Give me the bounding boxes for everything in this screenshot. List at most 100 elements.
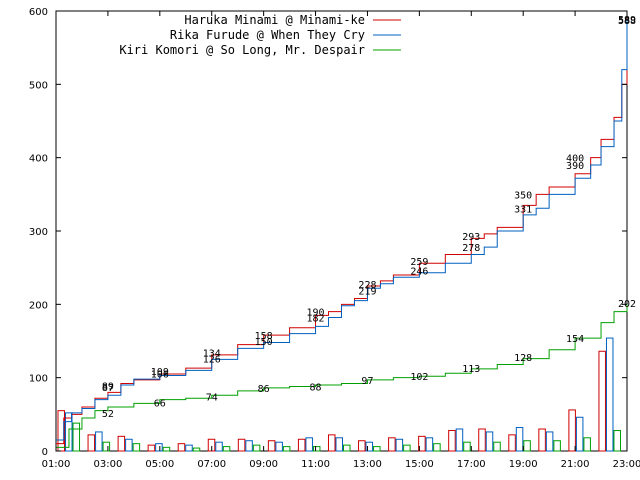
bar	[425, 437, 434, 452]
data-label: 219	[358, 286, 376, 297]
bar	[245, 440, 253, 452]
x-tick-label: 15:00	[405, 459, 434, 470]
bar	[117, 435, 126, 452]
bar	[132, 443, 141, 452]
bar	[125, 438, 133, 452]
x-tick-label: 09:00	[249, 459, 278, 470]
bar	[568, 409, 576, 452]
bar	[185, 444, 193, 452]
bar	[478, 428, 486, 452]
bar	[215, 441, 223, 452]
y-tick-label: 100	[29, 374, 48, 385]
x-tick-label: 23:00	[613, 459, 640, 470]
bar	[162, 446, 171, 452]
bar	[305, 437, 313, 452]
data-label: 74	[206, 393, 218, 404]
data-label: 246	[410, 267, 428, 278]
y-axis: 0 100 200 300 400 500 600	[29, 7, 627, 458]
bar	[508, 434, 516, 452]
y-tick-label: 600	[29, 7, 48, 18]
bar	[448, 429, 456, 452]
bar	[155, 443, 163, 452]
bar	[373, 446, 381, 452]
data-label: 89	[102, 382, 114, 393]
bar	[147, 444, 156, 452]
x-tick-label: 21:00	[561, 459, 590, 470]
bar	[418, 435, 426, 452]
bar	[433, 443, 441, 452]
x-tick-label: 13:00	[353, 459, 382, 470]
data-label: 66	[154, 399, 166, 410]
series-line	[56, 302, 628, 448]
data-label: 390	[566, 161, 584, 172]
bar	[95, 431, 103, 452]
bar	[72, 422, 81, 452]
bars-layer	[57, 337, 621, 452]
bar	[343, 444, 351, 452]
bar	[395, 438, 404, 452]
series-line	[56, 19, 628, 441]
bar	[523, 440, 531, 452]
bar	[598, 350, 606, 452]
bar	[267, 440, 276, 452]
y-tick-label: 0	[42, 447, 48, 458]
bar	[335, 437, 344, 452]
data-label: 106	[151, 369, 169, 380]
x-tick-label: 03:00	[93, 459, 122, 470]
x-axis: 01:00 03:00 05:00 07:00 09:00 11:00 13:00 15:00…	[42, 11, 640, 470]
x-tick-label: 11:00	[301, 459, 330, 470]
data-label: 128	[514, 353, 532, 364]
x-tick-label: 19:00	[509, 459, 538, 470]
lines-layer	[56, 18, 628, 448]
bar	[327, 434, 336, 452]
bar	[252, 444, 261, 452]
legend-label: Haruka Minami @ Minami-ke	[184, 13, 365, 27]
bar	[545, 431, 554, 452]
bar	[192, 447, 201, 452]
y-tick-label: 300	[29, 227, 48, 238]
data-label: 109	[151, 367, 169, 378]
data-label: 259	[410, 257, 428, 268]
bar	[312, 446, 321, 452]
bar	[237, 438, 246, 452]
data-labels-layer: 89 109 134 158 190 228 259 293 350 400 589 87 106 126…	[102, 15, 636, 420]
data-label: 150	[255, 337, 273, 348]
data-label: 154	[566, 334, 584, 345]
data-label: 86	[258, 384, 270, 395]
data-label: 113	[462, 364, 480, 375]
data-label: 350	[514, 190, 532, 201]
bar	[553, 440, 561, 452]
bar	[455, 428, 464, 452]
bar	[275, 441, 283, 452]
bar	[575, 416, 584, 452]
x-tick-label: 01:00	[42, 459, 71, 470]
bar	[485, 431, 494, 452]
bar	[358, 440, 366, 452]
x-tick-label: 17:00	[457, 459, 486, 470]
data-label: 182	[307, 314, 325, 325]
bar	[57, 410, 66, 452]
bar	[515, 427, 524, 452]
y-tick-label: 400	[29, 154, 48, 165]
bar	[222, 446, 231, 452]
y-tick-label: 500	[29, 80, 48, 91]
bar	[403, 444, 411, 452]
bar	[177, 443, 186, 452]
data-label: 278	[462, 243, 480, 254]
data-label: 331	[514, 204, 532, 215]
series-line	[56, 18, 628, 445]
data-label: 190	[307, 308, 325, 319]
bar	[463, 441, 471, 452]
data-label: 126	[203, 355, 221, 366]
data-label: 293	[462, 232, 480, 243]
data-label: 52	[102, 409, 114, 420]
bar	[605, 337, 614, 452]
bar	[282, 446, 291, 452]
x-tick-label: 07:00	[197, 459, 226, 470]
bar	[65, 412, 73, 452]
data-label: 400	[566, 154, 584, 165]
data-label: 87	[102, 383, 114, 394]
legend-label: Rika Furude @ When They Cry	[170, 28, 365, 42]
